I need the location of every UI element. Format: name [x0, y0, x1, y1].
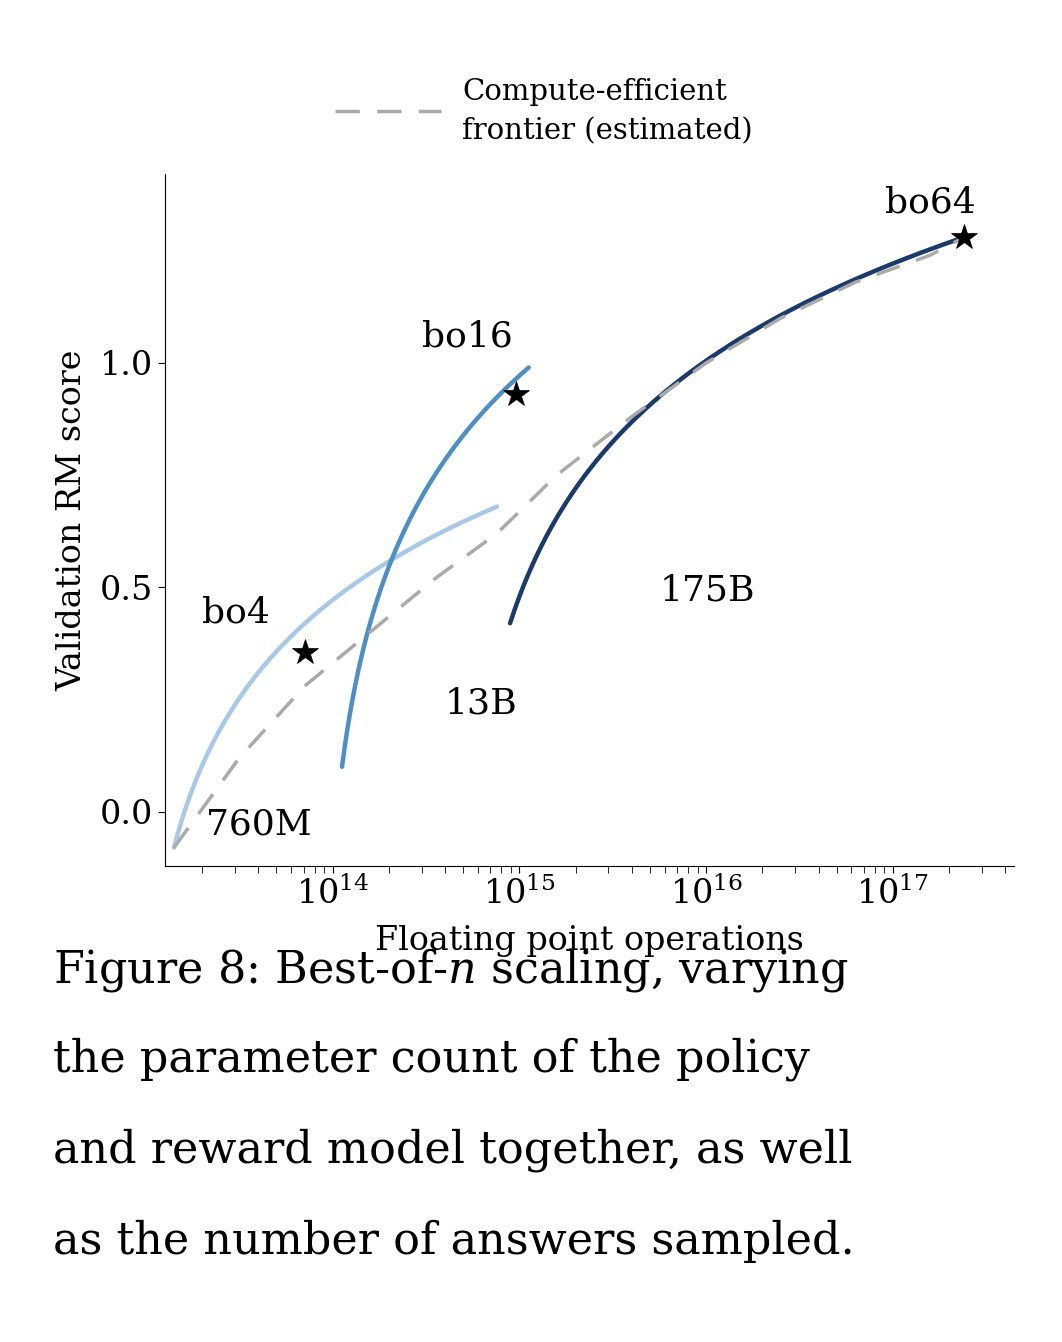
Text: 13B: 13B: [445, 686, 517, 721]
Text: the parameter count of the policy: the parameter count of the policy: [53, 1037, 810, 1082]
X-axis label: Floating point operations: Floating point operations: [375, 926, 804, 957]
Text: 175B: 175B: [660, 574, 755, 608]
Text: and reward model together, as well: and reward model together, as well: [53, 1129, 853, 1173]
Text: bo64: bo64: [886, 185, 976, 219]
Text: 760M: 760M: [206, 807, 311, 841]
Text: Compute-efficient
frontier (estimated): Compute-efficient frontier (estimated): [462, 78, 753, 145]
Y-axis label: Validation RM score: Validation RM score: [56, 349, 88, 691]
Text: bo16: bo16: [423, 319, 513, 354]
Text: bo4: bo4: [202, 596, 270, 629]
Text: as the number of answers sampled.: as the number of answers sampled.: [53, 1220, 855, 1263]
Text: Figure 8: Best-of-$n$ scaling, varying: Figure 8: Best-of-$n$ scaling, varying: [53, 946, 849, 994]
